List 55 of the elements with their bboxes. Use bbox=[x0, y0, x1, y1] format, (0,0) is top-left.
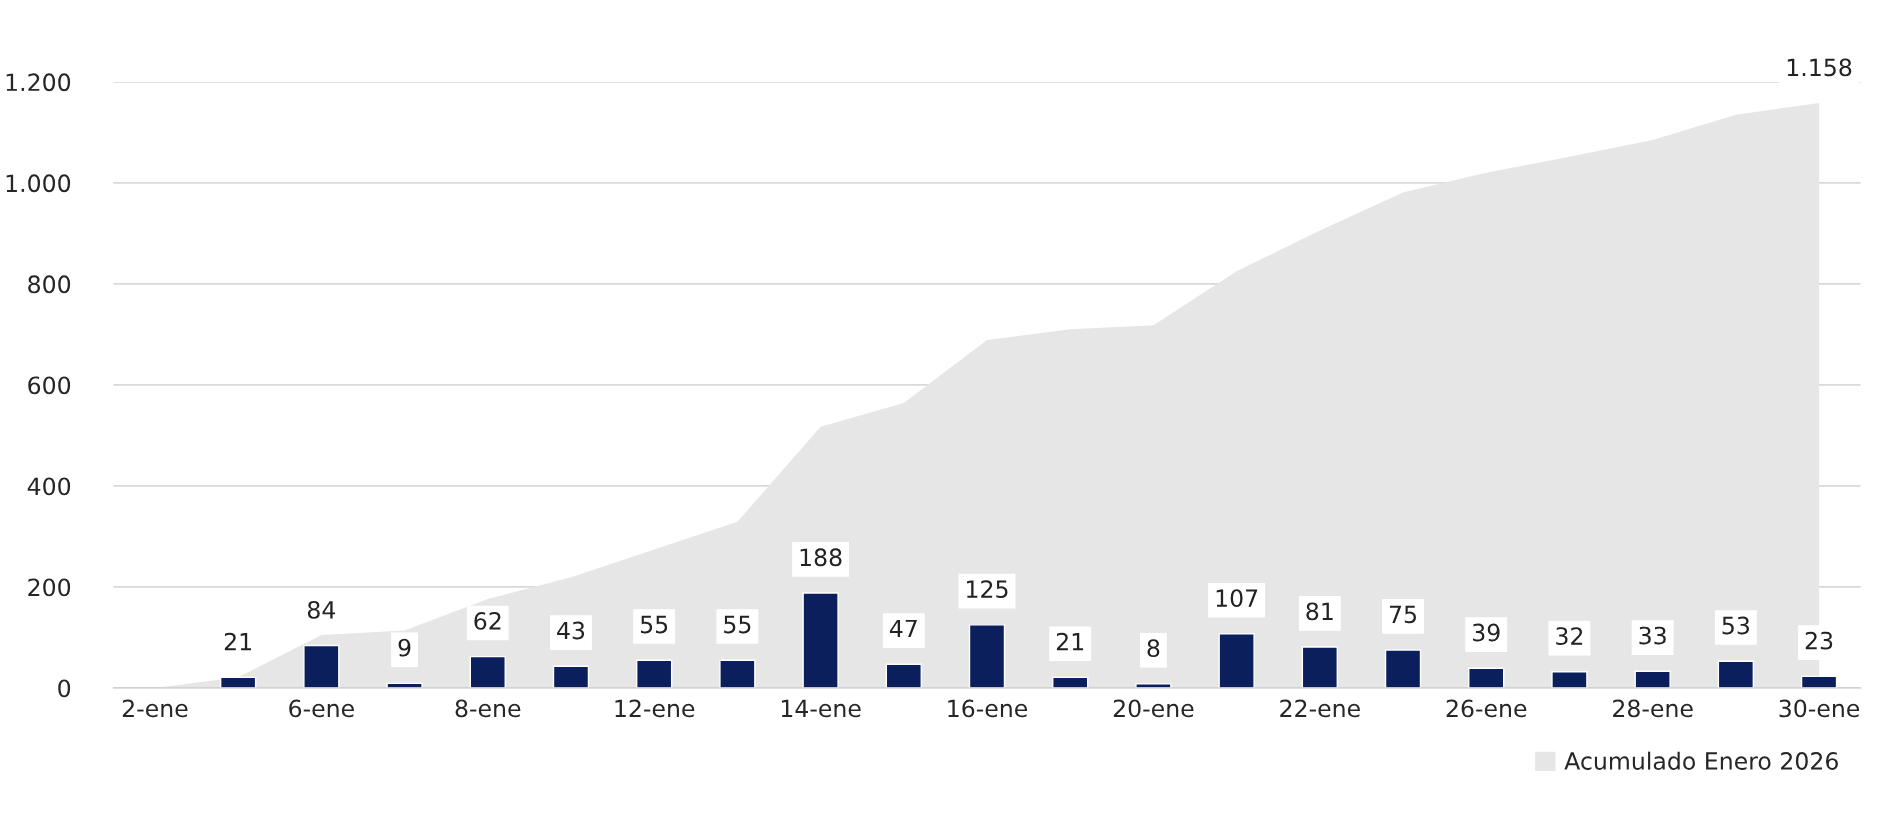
data-label: 32 bbox=[1556, 627, 1583, 645]
x-tick-label: 2-ene bbox=[122, 699, 188, 718]
x-tick-label: 8-ene bbox=[455, 699, 521, 718]
data-label: 21 bbox=[1056, 632, 1084, 651]
data-label: 1.158 bbox=[1787, 58, 1852, 77]
data-label: 21 bbox=[224, 632, 251, 651]
x-tick-label: 20-ene bbox=[1113, 699, 1194, 718]
x-tick-label: 26-ene bbox=[1446, 699, 1527, 718]
bar bbox=[1551, 671, 1588, 688]
bar bbox=[1301, 646, 1338, 688]
x-tick-label: 16-ene bbox=[948, 699, 1028, 718]
bar bbox=[303, 644, 340, 688]
bar bbox=[885, 663, 922, 688]
bar bbox=[802, 592, 839, 688]
bar bbox=[1468, 667, 1505, 688]
data-label: 125 bbox=[967, 580, 1008, 599]
x-tick-label: 12-ene bbox=[615, 699, 695, 718]
x-tick-label: 30-ene bbox=[1779, 699, 1860, 718]
y-tick-label: 600 bbox=[28, 376, 71, 395]
bar bbox=[1634, 670, 1671, 688]
data-label: 53 bbox=[1722, 616, 1749, 635]
x-tick-label: 22-ene bbox=[1280, 699, 1360, 718]
data-label: 75 bbox=[1389, 605, 1416, 624]
x-tick-label: 14-ene bbox=[781, 699, 861, 718]
y-tick-label: 1.200 bbox=[6, 73, 71, 92]
data-label: 23 bbox=[1805, 631, 1833, 650]
data-label: 55 bbox=[640, 615, 668, 634]
x-tick-label: 28-ene bbox=[1613, 699, 1693, 718]
data-label: 47 bbox=[889, 619, 917, 638]
bar bbox=[636, 659, 673, 688]
data-label: 84 bbox=[307, 600, 336, 619]
y-tick-label: 1.000 bbox=[6, 174, 71, 193]
data-label: 9 bbox=[398, 638, 411, 657]
y-tick-label: 400 bbox=[27, 477, 71, 496]
y-tick-label: 200 bbox=[28, 578, 71, 597]
data-label: 81 bbox=[1306, 602, 1333, 621]
x-tick-label: 6-ene bbox=[289, 699, 354, 718]
data-label: 62 bbox=[474, 611, 501, 630]
data-label: 43 bbox=[557, 621, 585, 640]
bar bbox=[1218, 633, 1255, 688]
bar bbox=[968, 624, 1006, 688]
y-tick-label: 0 bbox=[58, 679, 71, 698]
data-label: 39 bbox=[1473, 623, 1500, 642]
bar bbox=[1384, 649, 1422, 688]
bar bbox=[719, 659, 756, 688]
legend-label: Acumulado Enero 2026 bbox=[1564, 751, 1838, 770]
data-label: 8 bbox=[1147, 639, 1160, 658]
bar bbox=[1717, 660, 1755, 688]
y-tick-label: 800 bbox=[28, 275, 71, 294]
data-label: 55 bbox=[724, 615, 751, 634]
data-label: 188 bbox=[800, 548, 842, 567]
bar bbox=[552, 665, 590, 688]
bar bbox=[469, 655, 506, 688]
data-label: 107 bbox=[1216, 589, 1258, 608]
data-label: 33 bbox=[1639, 626, 1666, 645]
